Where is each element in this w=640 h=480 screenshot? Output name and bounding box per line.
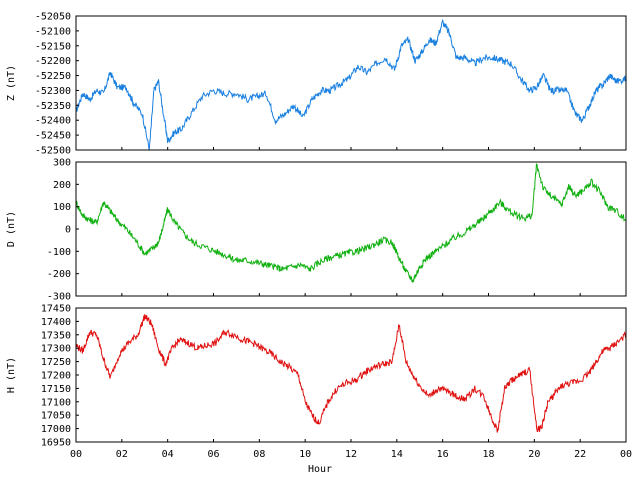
- d-ytick-label: 0: [65, 225, 71, 236]
- z-ytick-label: -52400: [35, 116, 71, 127]
- z-ytick-label: -52300: [35, 86, 71, 97]
- z-axis-label: Z (nT): [6, 65, 17, 101]
- h-ytick-label: 17100: [41, 397, 71, 408]
- h-ytick-label: 17350: [41, 330, 71, 341]
- x-tick-label: 04: [162, 449, 174, 460]
- x-tick-label: 00: [620, 449, 632, 460]
- d-ytick-labels: 300 200 100 0 -100 -200 -300: [47, 158, 79, 303]
- d-plot-frame: [75, 161, 627, 297]
- z-ytick-label: -52150: [35, 41, 71, 52]
- x-tick-label: 12: [345, 449, 357, 460]
- x-tick-label: 22: [574, 449, 586, 460]
- h-plot-frame: [75, 307, 627, 443]
- z-ytick-label: -52500: [35, 146, 71, 157]
- d-panel: 300 200 100 0 -100 -200 -300 D (nT): [6, 158, 627, 303]
- h-series-line: [75, 314, 627, 433]
- x-tick-label: 10: [299, 449, 311, 460]
- h-ytick-labels: 17450 17400 17350 17300 17250 17200 17150 17100…: [41, 304, 79, 449]
- d-series-line: [75, 163, 627, 284]
- x-axis-label: Hour: [308, 464, 332, 475]
- h-ytick-label: 17300: [41, 344, 71, 355]
- h-ytick-label: 17250: [41, 357, 71, 368]
- z-ytick-label: -52250: [35, 71, 71, 82]
- d-ytick-label: 100: [53, 202, 71, 213]
- d-ytick-label: -300: [47, 292, 71, 303]
- z-ytick-label: -52350: [35, 101, 71, 112]
- x-tick-label: 20: [528, 449, 540, 460]
- x-tick-label: 00: [70, 449, 82, 460]
- x-tick-label: 02: [116, 449, 128, 460]
- z-ytick-label: -52050: [35, 12, 71, 23]
- h-ytick-label: 17400: [41, 317, 71, 328]
- h-ytick-label: 17450: [41, 304, 71, 315]
- h-ytick-label: 17200: [41, 371, 71, 382]
- d-ytick-label: 300: [53, 158, 71, 169]
- x-tick-label: 08: [253, 449, 265, 460]
- d-ytick-label: -200: [47, 269, 71, 280]
- h-ytick-label: 17000: [41, 424, 71, 435]
- d-axis-label: D (nT): [6, 211, 17, 247]
- h-ytick-label: 16950: [41, 438, 71, 449]
- x-tick-label: 18: [482, 449, 494, 460]
- z-ytick-label: -52200: [35, 56, 71, 67]
- x-tick-label: 14: [391, 449, 403, 460]
- x-tick-label: 06: [207, 449, 219, 460]
- d-ytick-label: -100: [47, 247, 71, 258]
- d-ytick-label: 200: [53, 180, 71, 191]
- h-xtick-labels: 00 02 04 06 08 10 12 14 16 18 20 22 00: [70, 147, 632, 460]
- z-ytick-label: -52100: [35, 26, 71, 37]
- z-ytick-label: -52450: [35, 131, 71, 142]
- h-axis-label: H (nT): [6, 357, 17, 393]
- h-panel: 17450 17400 17350 17300 17250 17200 17150 17100…: [6, 147, 632, 475]
- h-ytick-label: 17050: [41, 411, 71, 422]
- x-tick-label: 16: [437, 449, 449, 460]
- z-panel: -52050 -52100 -52150 -52200 -52250 -52300 -523…: [6, 12, 627, 157]
- z-series-line: [75, 18, 627, 151]
- h-ytick-label: 17150: [41, 384, 71, 395]
- z-ytick-labels: -52050 -52100 -52150 -52200 -52250 -52300 -523…: [35, 12, 79, 157]
